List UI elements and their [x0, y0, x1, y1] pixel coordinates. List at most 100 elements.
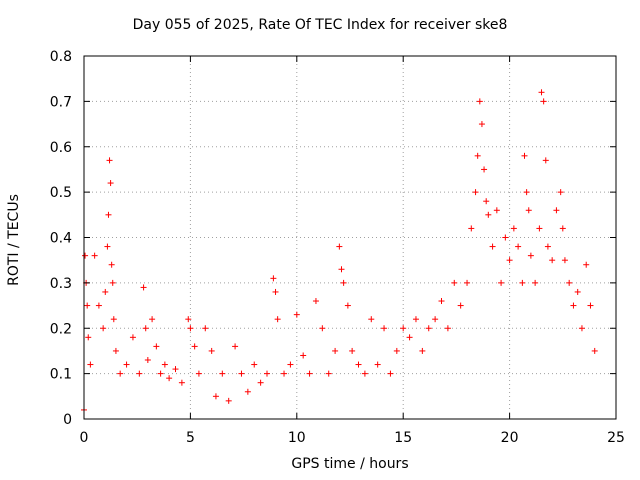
- data-point: [474, 152, 481, 159]
- x-axis-label: GPS time / hours: [291, 456, 409, 472]
- data-point: [361, 370, 368, 377]
- data-point: [472, 189, 479, 196]
- data-point: [344, 302, 351, 309]
- data-point: [238, 370, 245, 377]
- data-point: [444, 325, 451, 332]
- x-tick-label: 5: [186, 430, 195, 446]
- chart-title: Day 055 of 2025, Rate Of TEC Index for r…: [132, 17, 508, 33]
- data-point: [349, 347, 356, 354]
- data-point: [355, 361, 362, 368]
- data-point: [468, 225, 475, 232]
- data-point: [412, 316, 419, 323]
- y-tick-label: 0.8: [50, 49, 72, 65]
- grid-lines: [84, 56, 616, 419]
- data-point: [110, 316, 117, 323]
- data-point: [483, 198, 490, 205]
- data-point: [481, 166, 488, 173]
- data-point: [574, 288, 581, 295]
- data-point: [406, 334, 413, 341]
- y-tick-label: 0.1: [50, 367, 72, 383]
- data-point: [225, 397, 232, 404]
- data-point: [583, 261, 590, 268]
- data-point: [153, 343, 160, 350]
- y-tick-label: 0.3: [50, 276, 72, 292]
- data-point: [144, 357, 151, 364]
- data-points: [81, 89, 598, 413]
- data-point: [515, 243, 522, 250]
- data-point: [521, 152, 528, 159]
- data-point: [510, 225, 517, 232]
- data-point: [274, 316, 281, 323]
- data-point: [187, 325, 194, 332]
- data-point: [281, 370, 288, 377]
- data-point: [506, 257, 513, 264]
- data-point: [161, 361, 168, 368]
- data-point: [374, 361, 381, 368]
- data-point: [387, 370, 394, 377]
- data-point: [300, 352, 307, 359]
- y-tick-label: 0: [63, 412, 72, 428]
- data-point: [538, 89, 545, 96]
- data-point: [264, 370, 271, 377]
- data-point: [157, 370, 164, 377]
- data-point: [212, 393, 219, 400]
- data-point: [336, 243, 343, 250]
- data-point: [536, 225, 543, 232]
- data-point: [485, 211, 492, 218]
- data-point: [100, 325, 107, 332]
- data-point: [270, 275, 277, 282]
- data-point: [306, 370, 313, 377]
- data-point: [432, 316, 439, 323]
- data-point: [112, 347, 119, 354]
- data-point: [553, 207, 560, 214]
- x-tick-label: 20: [501, 430, 519, 446]
- data-point: [202, 325, 209, 332]
- x-tick-label: 25: [607, 430, 625, 446]
- data-point: [381, 325, 388, 332]
- data-point: [129, 334, 136, 341]
- data-point: [544, 243, 551, 250]
- data-point: [425, 325, 432, 332]
- y-tick-label: 0.4: [50, 231, 72, 247]
- data-point: [219, 370, 226, 377]
- data-point: [325, 370, 332, 377]
- data-point: [166, 375, 173, 382]
- data-point: [319, 325, 326, 332]
- data-point: [106, 157, 113, 164]
- data-point: [85, 334, 92, 341]
- data-point: [91, 252, 98, 259]
- data-point: [287, 361, 294, 368]
- data-point: [117, 370, 124, 377]
- data-point: [587, 302, 594, 309]
- data-point: [82, 252, 89, 259]
- data-point: [172, 366, 179, 373]
- data-point: [191, 343, 198, 350]
- data-point: [251, 361, 258, 368]
- data-point: [400, 325, 407, 332]
- x-tick-label: 15: [394, 430, 412, 446]
- data-point: [451, 279, 458, 286]
- data-point: [438, 298, 445, 305]
- data-point: [142, 325, 149, 332]
- data-point: [542, 157, 549, 164]
- data-point: [419, 347, 426, 354]
- data-point: [464, 279, 471, 286]
- data-point: [368, 316, 375, 323]
- data-point: [489, 243, 496, 250]
- data-point: [457, 302, 464, 309]
- data-point: [561, 257, 568, 264]
- data-point: [195, 370, 202, 377]
- data-point: [244, 388, 251, 395]
- x-tick-label: 0: [80, 430, 89, 446]
- data-point: [87, 361, 94, 368]
- data-point: [493, 207, 500, 214]
- data-point: [232, 343, 239, 350]
- data-point: [525, 207, 532, 214]
- data-point: [570, 302, 577, 309]
- data-point: [104, 243, 111, 250]
- data-point: [95, 302, 102, 309]
- data-point: [178, 379, 185, 386]
- axis-ticks: 0 5 10 15 20 25 0 0.1 0.2 0.3 0.4 0.5 0.6 0.7 0.8: [50, 49, 625, 446]
- data-point: [498, 279, 505, 286]
- data-point: [257, 379, 264, 386]
